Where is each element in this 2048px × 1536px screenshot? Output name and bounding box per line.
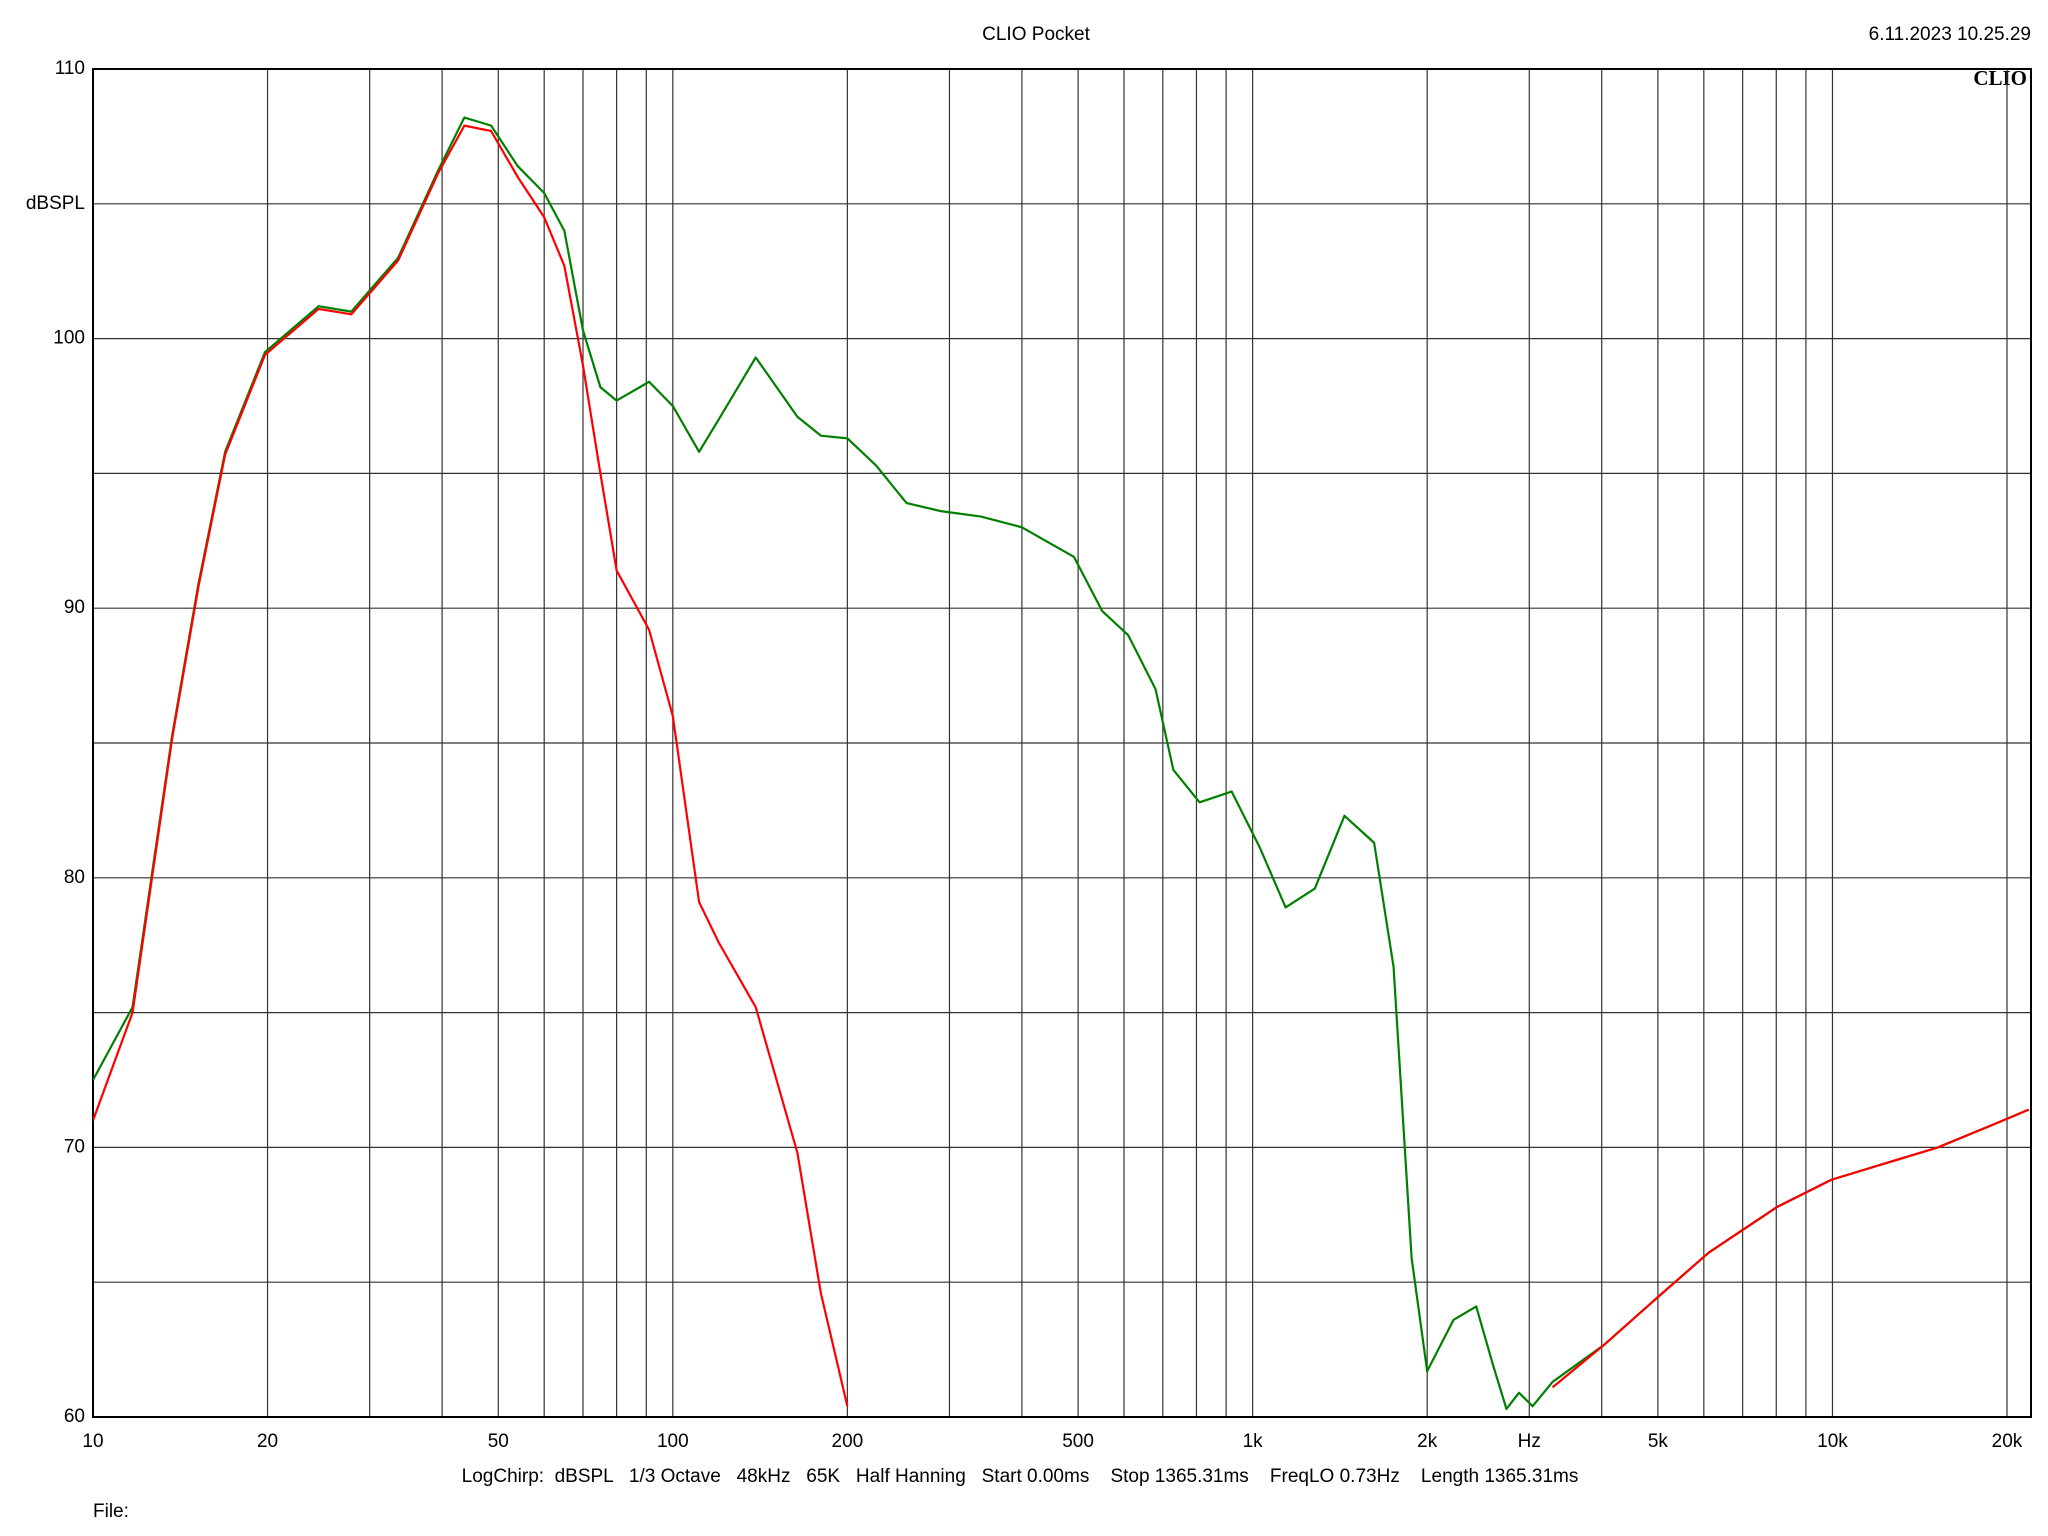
file-label: File: — [93, 1501, 129, 1522]
x-tick-label: 10k — [1817, 1431, 1848, 1452]
plot-area — [93, 116, 2030, 1411]
chart-title: CLIO Pocket — [982, 24, 1090, 45]
y-tick-label: 110 — [55, 58, 85, 79]
y-tick-label: 60 — [64, 1406, 85, 1427]
x-tick-label: 10 — [82, 1431, 103, 1452]
x-tick-label: 1k — [1243, 1431, 1264, 1452]
x-tick-label: 50 — [488, 1431, 509, 1452]
x-tick-label: 2k — [1417, 1431, 1438, 1452]
x-tick-label: 20 — [257, 1431, 278, 1452]
y-tick-label: 90 — [64, 597, 85, 618]
y-tick-label: dBSPL — [26, 193, 85, 214]
y-tick-label: 80 — [64, 867, 85, 888]
x-tick-label: Hz — [1518, 1431, 1541, 1452]
series-line — [93, 124, 2030, 1407]
footer: LogChirp: dBSPL 1/3 Octave 48kHz 65K Hal… — [462, 1466, 1579, 1487]
x-tick-label: 500 — [1062, 1431, 1094, 1452]
series-line — [93, 116, 2030, 1411]
x-tick-label: 5k — [1648, 1431, 1669, 1452]
plot-frame — [92, 68, 2032, 1418]
x-tick-label: 20k — [1992, 1431, 2023, 1452]
x-tick-label: 200 — [832, 1431, 864, 1452]
y-tick-label: 70 — [64, 1136, 85, 1157]
timestamp: 6.11.2023 10.25.29 — [1869, 24, 2031, 45]
y-tick-label: 100 — [53, 328, 85, 349]
x-tick-label: 100 — [657, 1431, 689, 1452]
